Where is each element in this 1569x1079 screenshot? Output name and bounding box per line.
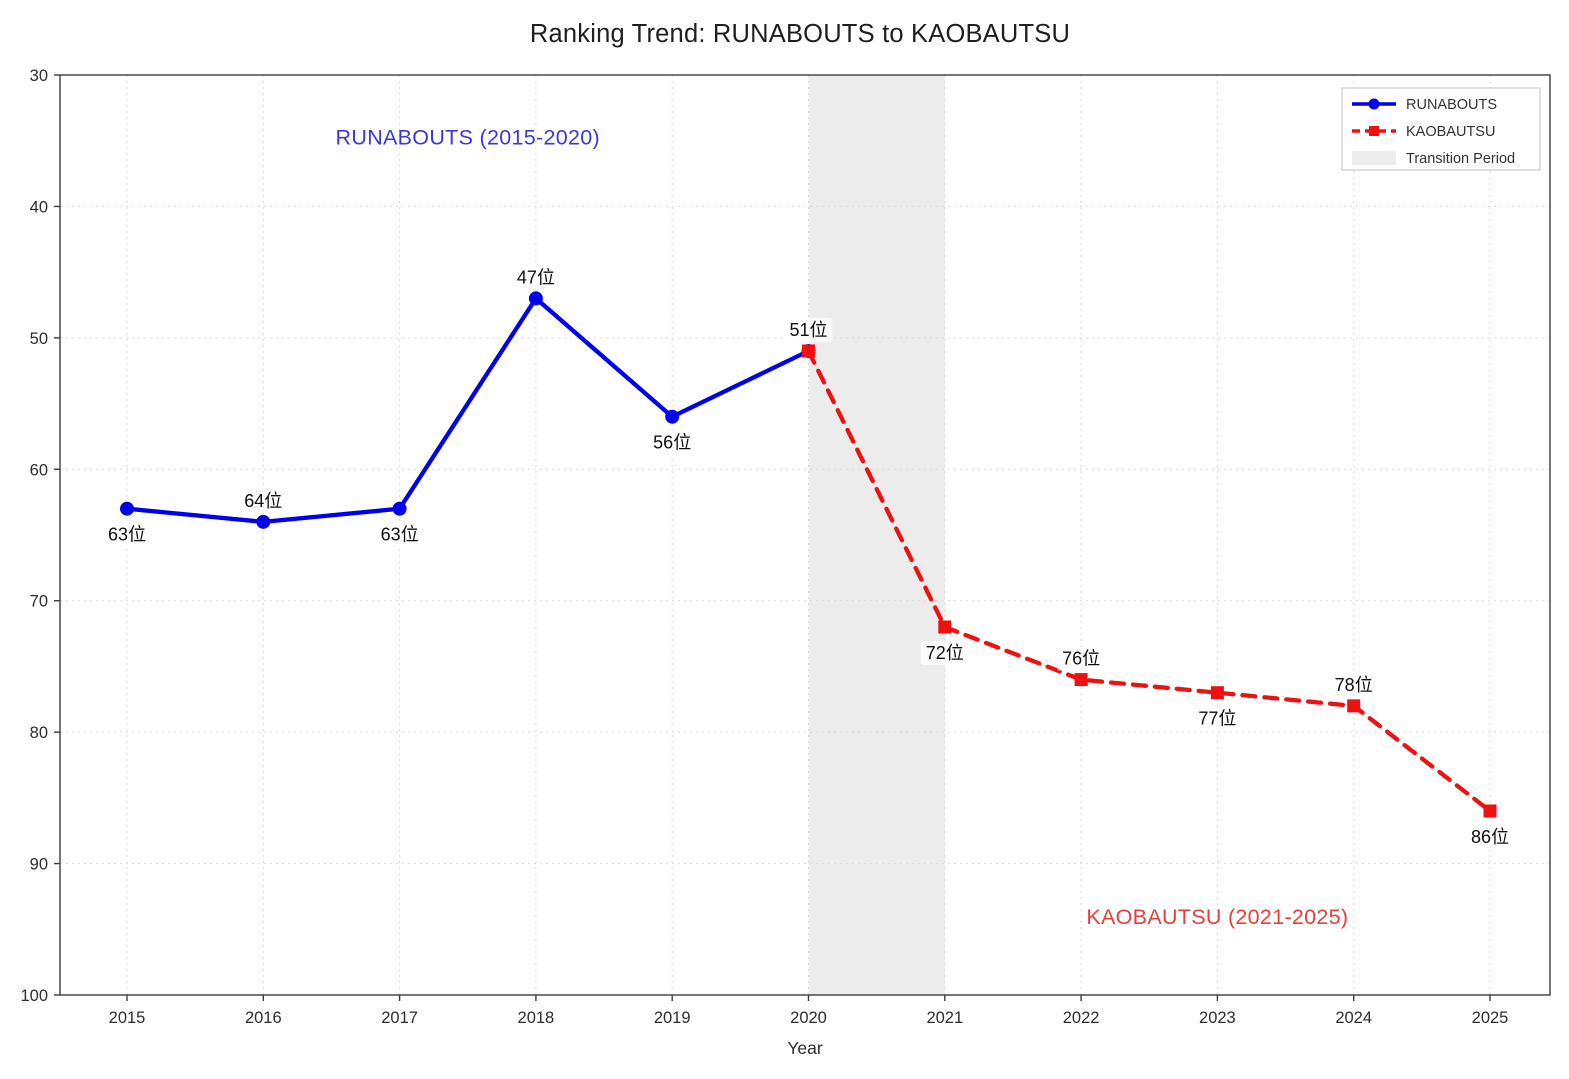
- axes: 2015 2016 2017 2018 2019 2020 2021 2022 2023 2024…: [20, 67, 1508, 1027]
- data-point-marker: [665, 409, 680, 424]
- point-label: 63位: [375, 522, 424, 547]
- point-label-text: 56位: [653, 433, 691, 453]
- grid: [60, 74, 1550, 996]
- point-label-bbox: [102, 522, 152, 547]
- data-point-marker: [1483, 804, 1497, 818]
- data-point-marker: [802, 344, 815, 358]
- x-tick-label: 2025: [1472, 1009, 1509, 1027]
- point-label-text: 64位: [244, 491, 282, 511]
- plot-area: 2015 2016 2017 2018 2019 2020 2021 2022 2023 2024…: [20, 67, 1551, 1027]
- legend: RUNABOUTS KAOBAUTSU Transition Period: [1341, 87, 1541, 171]
- data-point-marker: [1347, 699, 1361, 713]
- point-label-text: 63位: [381, 525, 419, 545]
- point-label-text: 77位: [1198, 709, 1236, 729]
- point-label-text: 76位: [1062, 649, 1100, 669]
- point-label-bbox: [511, 265, 560, 290]
- x-tick-label: 2022: [1063, 1009, 1100, 1027]
- point-label: 56位: [648, 430, 697, 455]
- series-kaobautsu: [802, 344, 1497, 818]
- series-runabouts: [120, 291, 816, 529]
- point-label-bbox: [648, 430, 697, 455]
- y-tick-label: 30: [30, 67, 48, 85]
- point-label-bbox: [1329, 672, 1378, 697]
- data-point-marker: [528, 291, 543, 306]
- point-label: 63位: [102, 522, 152, 547]
- x-tick-label: 2017: [381, 1009, 418, 1027]
- x-tick-label: 2024: [1335, 1009, 1372, 1027]
- y-tick-label: 80: [30, 724, 48, 742]
- plot-border: [59, 74, 1551, 996]
- x-tick-label: 2016: [245, 1009, 282, 1027]
- point-label-bbox: [920, 641, 969, 665]
- transition-band: [808, 75, 945, 995]
- point-label-bbox: [1193, 706, 1242, 731]
- point-label: 77位: [1193, 706, 1242, 731]
- legend-label: RUNABOUTS: [1406, 97, 1497, 113]
- data-point-marker: [120, 501, 134, 516]
- point-label-text: 51位: [789, 320, 827, 340]
- chart-title: Ranking Trend: RUNABOUTS to KAOBAUTSU: [530, 20, 1070, 48]
- y-tick-label: 40: [30, 198, 48, 216]
- point-label-bbox: [1057, 646, 1106, 671]
- point-label-text: 72位: [926, 643, 964, 663]
- x-axis-label: Year: [787, 1038, 823, 1058]
- x-tick-label: 2015: [109, 1009, 146, 1027]
- point-label-bbox: [239, 488, 288, 513]
- annotation: RUNABOUTS (2015-2020): [336, 126, 600, 150]
- point-label: 64位: [239, 488, 288, 513]
- y-tick-label: 100: [20, 987, 48, 1005]
- legend-label: Transition Period: [1406, 151, 1515, 167]
- data-point-marker: [256, 514, 271, 529]
- x-tick-label: 2018: [518, 1009, 555, 1027]
- x-tick-label: 2019: [654, 1009, 691, 1027]
- data-point-marker: [938, 620, 952, 634]
- point-label-text: 47位: [517, 267, 555, 287]
- point-label: 47位: [511, 265, 560, 290]
- point-label: 78位: [1329, 672, 1378, 697]
- data-point-marker: [1210, 686, 1224, 700]
- point-label-bbox: [375, 522, 424, 547]
- annotation: KAOBAUTSU (2021-2025): [1086, 905, 1348, 929]
- point-label: 72位: [920, 641, 969, 665]
- kaobautsu-line: [806, 348, 1493, 814]
- legend-swatch-marker: [1368, 98, 1380, 110]
- point-label-text: 86位: [1471, 827, 1509, 847]
- y-tick-label: 90: [30, 856, 48, 874]
- legend-label: KAOBAUTSU: [1406, 124, 1495, 140]
- x-tick-label: 2021: [926, 1009, 963, 1027]
- legend-swatch-marker: [1369, 126, 1379, 136]
- y-tick-label: 70: [30, 593, 48, 611]
- data-point-marker: [392, 501, 407, 516]
- point-label: 76位: [1057, 646, 1106, 671]
- point-label-bbox: [1465, 825, 1515, 849]
- point-label-text: 63位: [108, 525, 146, 545]
- x-tick-label: 2020: [790, 1009, 827, 1027]
- y-tick-label: 60: [30, 461, 48, 479]
- point-label-text: 78位: [1335, 675, 1373, 695]
- data-point-marker: [1074, 673, 1088, 687]
- y-tick-label: 50: [30, 330, 48, 348]
- x-tick-label: 2023: [1199, 1009, 1236, 1027]
- point-label-bbox: [784, 318, 833, 342]
- point-label: 86位: [1465, 825, 1515, 849]
- legend-swatch-patch: [1352, 151, 1396, 165]
- runabouts-line: [124, 296, 811, 525]
- point-label: 51位: [784, 318, 833, 342]
